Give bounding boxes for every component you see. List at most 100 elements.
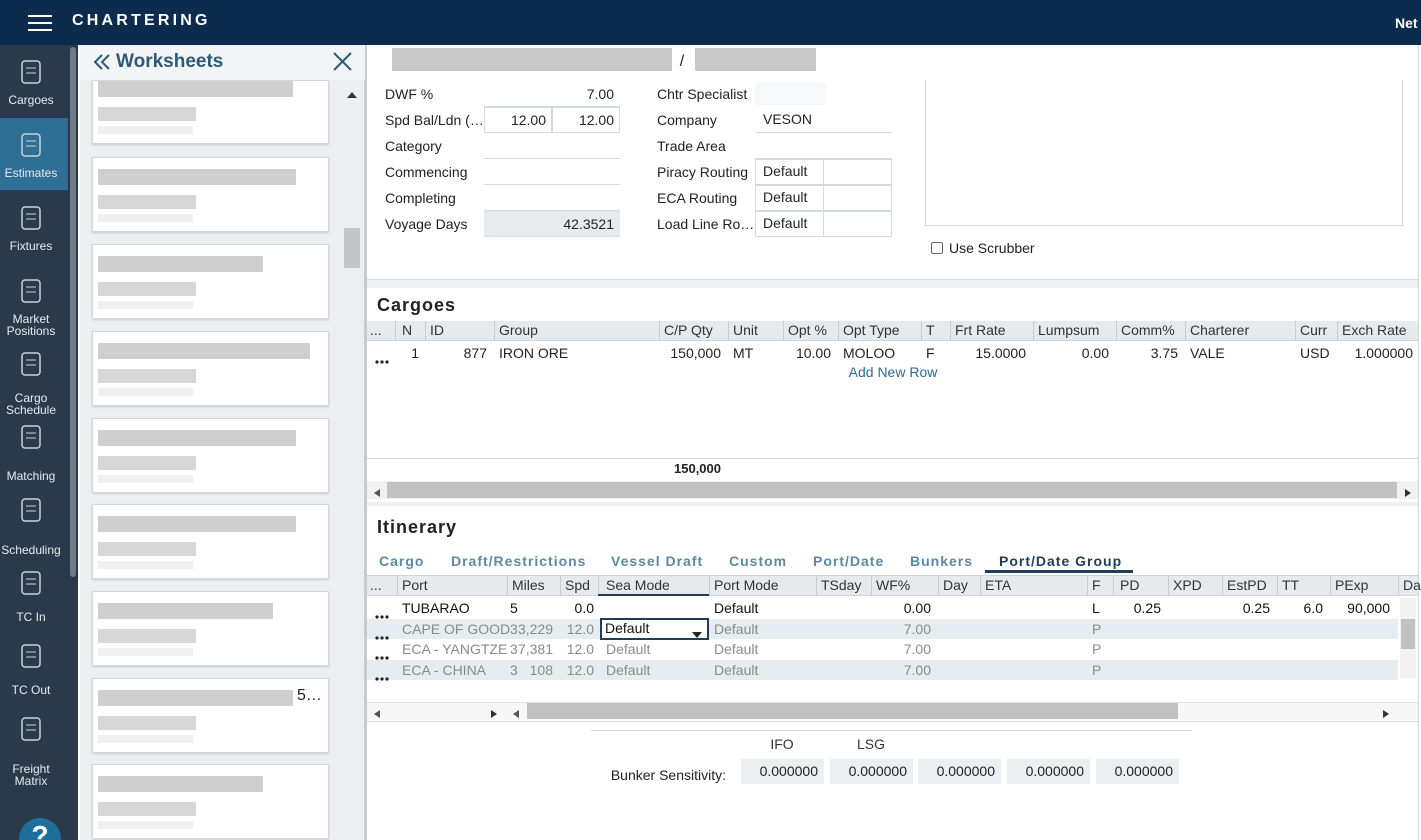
bunker-value: 0.000000: [1114, 763, 1173, 779]
tab[interactable]: Custom: [729, 553, 788, 569]
column-header: Group: [499, 322, 538, 338]
scroll-left[interactable]: [512, 706, 520, 718]
column-header: WF%: [876, 577, 911, 593]
scroll-left[interactable]: [372, 485, 382, 497]
column-header: F: [1092, 577, 1101, 593]
row-menu[interactable]: [375, 606, 389, 619]
column-divider: [783, 321, 784, 341]
nav-item[interactable]: Scheduling: [1, 543, 61, 557]
field-box[interactable]: [484, 107, 552, 133]
v-scroll-thumb[interactable]: [1401, 619, 1415, 649]
cell: 3,229: [517, 620, 553, 637]
nav-item[interactable]: Matching: [6, 469, 56, 483]
nav-icon[interactable]: [20, 424, 42, 450]
column-header: EstPD: [1227, 577, 1267, 593]
nav-item[interactable]: Cargoes: [8, 93, 54, 107]
cell: L: [1092, 600, 1100, 616]
field-label: Piracy Routing: [657, 164, 749, 180]
column-divider: [728, 321, 729, 341]
dropdown[interactable]: [600, 617, 709, 640]
checkbox[interactable]: [931, 242, 943, 254]
column-header: Opt %: [788, 322, 827, 338]
nav-icon[interactable]: [20, 497, 42, 523]
scroll-thumb[interactable]: [344, 228, 360, 268]
value-box[interactable]: [918, 759, 1001, 784]
column-divider: [1113, 576, 1114, 596]
cell: 15.0000: [975, 345, 1026, 361]
nav-item[interactable]: Market Positions: [6, 312, 56, 338]
tab[interactable]: Cargo: [379, 553, 425, 569]
value-box[interactable]: [1096, 759, 1179, 784]
column-divider: [1398, 576, 1399, 596]
cell: MT: [733, 345, 754, 361]
nav-icon[interactable]: [20, 643, 42, 669]
nav-item[interactable]: Freight Matrix: [12, 762, 50, 788]
column-divider: [838, 321, 839, 341]
help-button[interactable]: ?: [19, 818, 61, 840]
row-menu[interactable]: [375, 627, 389, 640]
field-box[interactable]: [755, 159, 824, 185]
column-divider: [709, 576, 710, 596]
nav-icon[interactable]: [20, 132, 42, 158]
redacted-text: [98, 214, 193, 222]
redacted-text: [98, 81, 293, 97]
value-box[interactable]: [830, 759, 913, 784]
tab[interactable]: Vessel Draft: [611, 553, 704, 569]
redacted-text: [98, 169, 296, 185]
scroll-right[interactable]: [490, 706, 498, 718]
menu-button[interactable]: [28, 14, 52, 32]
row-menu[interactable]: [375, 668, 389, 681]
nav-item[interactable]: TC In: [16, 610, 46, 624]
cell: 7.00: [903, 661, 931, 678]
fuel-header: IFO: [770, 736, 794, 752]
value-box[interactable]: [1007, 759, 1090, 784]
nav-item[interactable]: Estimates: [4, 166, 58, 180]
scroll-up[interactable]: [346, 87, 358, 98]
nav-icon[interactable]: [20, 278, 42, 304]
tab[interactable]: Bunkers: [910, 553, 974, 569]
tab[interactable]: Draft/Restrictions: [451, 553, 587, 569]
field-line: [484, 133, 620, 159]
h-scroll-thumb[interactable]: [387, 482, 1397, 498]
notes-box[interactable]: [925, 80, 1403, 226]
field-box[interactable]: [755, 211, 824, 237]
cell: 1.000000: [1354, 345, 1413, 361]
nav-icon[interactable]: [20, 570, 42, 596]
nav-item[interactable]: Cargo Schedule: [5, 391, 57, 417]
close-icon[interactable]: [333, 52, 352, 71]
cell: 0.0: [574, 600, 594, 616]
tab[interactable]: Port/Date: [813, 553, 885, 569]
field-box[interactable]: [755, 185, 824, 211]
nav-icon[interactable]: [20, 716, 42, 742]
row-menu[interactable]: [375, 351, 389, 364]
field-line: [755, 133, 892, 159]
nav-item[interactable]: TC Out: [11, 683, 51, 697]
scroll-left[interactable]: [373, 706, 381, 718]
scroll-right[interactable]: [1403, 485, 1413, 497]
field-label: Load Line Ro…: [657, 216, 755, 232]
bunker-line: [591, 730, 1192, 731]
field-value: 7.00: [586, 86, 614, 102]
field-box[interactable]: [552, 107, 620, 133]
scroll-right[interactable]: [1382, 706, 1390, 718]
column-divider: [425, 321, 426, 341]
add-row-link[interactable]: Add New Row: [848, 364, 938, 380]
nav-item[interactable]: Fixtures: [9, 239, 53, 253]
field-box[interactable]: [824, 159, 892, 185]
column-header: Port: [402, 577, 428, 593]
nav-icon[interactable]: [20, 59, 42, 85]
value-box[interactable]: [741, 759, 824, 784]
nav-icon[interactable]: [20, 351, 42, 377]
collapse-icon[interactable]: [93, 53, 111, 71]
cell: 0.25: [1242, 600, 1270, 616]
nav-icon[interactable]: [20, 205, 42, 231]
field-box[interactable]: [824, 185, 892, 211]
tab[interactable]: Port/Date Group: [999, 553, 1123, 569]
column-header: Lumpsum: [1038, 322, 1100, 338]
field-box[interactable]: [824, 211, 892, 237]
redacted-text: [98, 542, 196, 556]
row-menu[interactable]: [375, 647, 389, 660]
column-header: ...: [370, 577, 382, 593]
column-header: TT: [1282, 577, 1300, 593]
h-scroll-thumb[interactable]: [527, 703, 1178, 719]
